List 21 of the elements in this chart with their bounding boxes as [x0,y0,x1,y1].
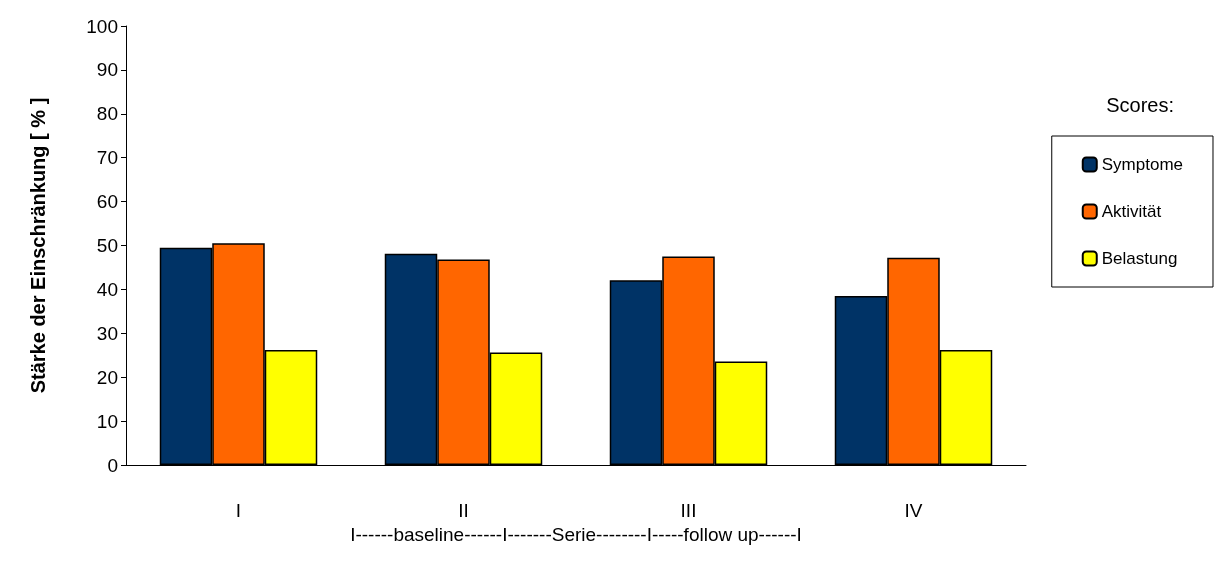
y-tick-label: 60 [96,191,118,213]
y-tick-label: 30 [96,322,118,344]
x-tick-label: IV [904,500,923,521]
y-tick-label: 100 [86,15,118,37]
y-tick-label: 90 [96,59,118,81]
y-tick-label: 70 [96,147,118,169]
x-axis-title: I------baseline------I-------Serie--------I-----follow up------I [350,524,802,545]
legend-label: Aktivität [1101,202,1162,221]
y-axis-title: Stärke der Einschränkung [ % ] [27,97,49,394]
x-tick-label: III [680,500,697,521]
legend-label: Symptome [1101,155,1183,174]
y-tick-label: 50 [96,235,118,256]
y-tick-label: 80 [96,103,118,125]
x-tick-label: II [458,500,469,521]
legend-label: Belastung [1101,249,1178,268]
y-tick-label: 20 [96,366,118,388]
x-tick-label: I [235,500,242,521]
y-tick-label: 10 [96,410,118,432]
y-tick-label: 40 [96,278,118,300]
y-tick-label: 0 [107,454,118,476]
legend-title: Scores: [1106,94,1175,116]
